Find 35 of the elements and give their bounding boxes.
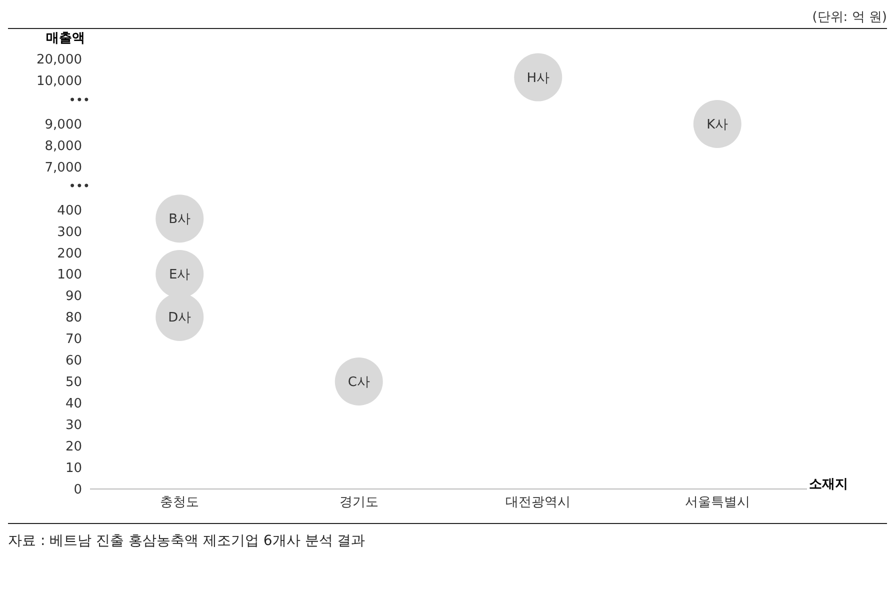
y-tick-label: 9,000 <box>44 117 82 132</box>
y-tick-label: 90 <box>65 289 82 304</box>
data-label: E사 <box>169 268 190 283</box>
y-tick-label: 50 <box>65 375 82 390</box>
x-axis-title: 소재지 <box>809 476 848 493</box>
y-tick-label: 8,000 <box>44 138 82 154</box>
y-tick-label: 300 <box>57 224 82 240</box>
y-tick-label: 40 <box>65 396 82 412</box>
y-tick-label: 20 <box>65 440 82 455</box>
y-axis-title: 매출액 <box>46 30 85 47</box>
data-label: K사 <box>706 117 728 132</box>
x-tick-label: 경기도 <box>339 495 378 510</box>
y-tick-label: 20,000 <box>36 52 82 68</box>
data-label: D사 <box>168 310 192 326</box>
text: 자료 : 베트남 진출 홍삼농축액 제조기업 6개사 분석 결과 <box>8 523 887 550</box>
data-label: C사 <box>348 375 370 390</box>
y-tick-label: 100 <box>57 268 82 283</box>
y-tick-label: 400 <box>57 203 82 218</box>
y-tick-label: 70 <box>65 332 82 348</box>
x-tick-label: 대전광역시 <box>506 495 571 510</box>
x-tick-label: 서울특별시 <box>684 495 750 510</box>
y-tick-label: 200 <box>57 246 82 262</box>
data-label: B사 <box>168 212 191 227</box>
y-tick-label: 60 <box>65 354 82 369</box>
data-label: H사 <box>526 70 550 86</box>
text: ••• <box>68 93 90 107</box>
y-tick-label: 0 <box>74 482 82 498</box>
x-tick-label: 충청도 <box>160 495 200 510</box>
y-tick-label: 80 <box>65 310 82 326</box>
y-tick-label: 10 <box>65 461 82 476</box>
y-tick-label: 7,000 <box>44 160 82 176</box>
y-tick-label: 30 <box>65 418 82 434</box>
y-tick-label: 10,000 <box>36 74 82 90</box>
text: ••• <box>68 179 90 193</box>
text: (단위: 억 원) <box>8 8 887 29</box>
